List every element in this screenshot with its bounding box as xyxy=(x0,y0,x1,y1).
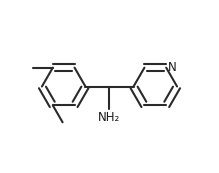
Text: NH₂: NH₂ xyxy=(98,111,121,124)
Text: N: N xyxy=(168,61,176,74)
